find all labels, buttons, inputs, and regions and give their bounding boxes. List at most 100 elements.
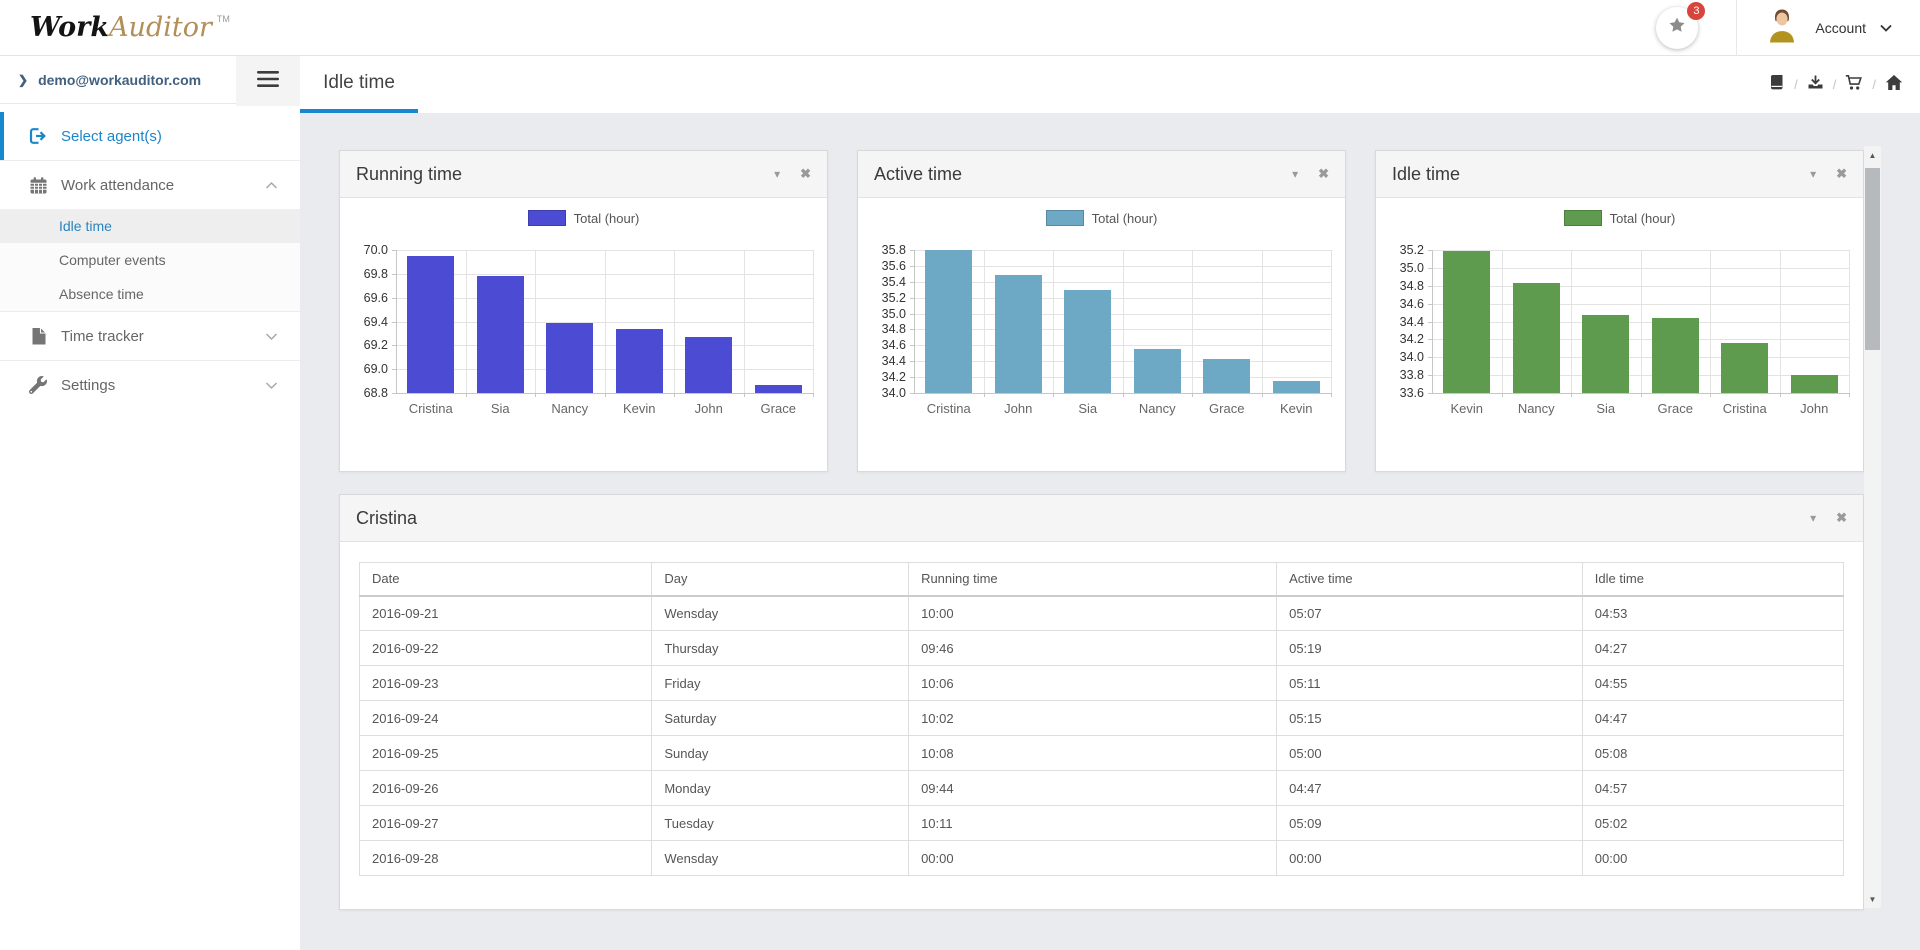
- y-axis-tick-label: 35.4: [860, 275, 906, 289]
- scrollbar-thumb[interactable]: [1865, 168, 1880, 350]
- y-axis-tick-label: 33.6: [1378, 386, 1424, 400]
- home-button[interactable]: [1885, 74, 1903, 96]
- download-button[interactable]: [1807, 74, 1824, 96]
- close-icon[interactable]: ✖: [1836, 166, 1847, 182]
- sidebar-toggle-button[interactable]: [236, 56, 300, 106]
- account-email-button[interactable]: ❯ demo@workauditor.com: [0, 56, 236, 104]
- table-row: 2016-09-21Wensday10:0005:0704:53: [360, 596, 1844, 631]
- x-axis: [1432, 393, 1850, 394]
- scroll-down-arrow[interactable]: ▼: [1864, 890, 1881, 908]
- x-category-label: Nancy: [1123, 401, 1193, 416]
- legend-label: Total (hour): [574, 211, 640, 226]
- table-cell: 10:06: [909, 666, 1277, 701]
- panel-controls: ▾ ✖: [1810, 166, 1847, 182]
- panel-header: Active time ▾ ✖: [858, 151, 1345, 198]
- bar-chart-idle-time: Total (hour)33.633.834.034.234.434.634.8…: [1376, 198, 1863, 471]
- table-cell: 05:09: [1277, 806, 1583, 841]
- y-axis-tick-label: 34.6: [1378, 297, 1424, 311]
- x-category-label: Cristina: [396, 401, 466, 416]
- notifications-button[interactable]: 3: [1656, 7, 1698, 49]
- bar-kevin: [616, 329, 663, 393]
- table-row: 2016-09-23Friday10:0605:1104:55: [360, 666, 1844, 701]
- sidebar-subitem-computer-events[interactable]: Computer events: [0, 243, 300, 277]
- column-header-date: Date: [360, 563, 652, 596]
- sidebar-item-work-attendance[interactable]: Work attendance: [0, 161, 300, 209]
- panel-controls: ▾ ✖: [1292, 166, 1329, 182]
- sidebar-item-label: Work attendance: [61, 177, 174, 194]
- table-cell: 04:27: [1582, 631, 1843, 666]
- close-icon[interactable]: ✖: [800, 166, 811, 182]
- sidebar-subitem-idle-time[interactable]: Idle time: [0, 209, 300, 243]
- tab-strip: Idle time / / /: [300, 56, 1920, 113]
- y-axis-tick-label: 35.8: [860, 243, 906, 257]
- chevron-down-icon: [265, 381, 278, 390]
- bar-sia: [1064, 290, 1111, 393]
- gridline: [674, 250, 675, 393]
- table-cell: 04:55: [1582, 666, 1843, 701]
- bar-kevin: [1443, 251, 1490, 393]
- scroll-up-arrow[interactable]: ▲: [1864, 146, 1881, 164]
- x-category-label: John: [1780, 401, 1850, 416]
- logo-part1: Work: [30, 12, 109, 43]
- gridline: [1053, 250, 1054, 393]
- y-axis-tick-label: 34.4: [1378, 315, 1424, 329]
- logo-part2: Auditor: [109, 12, 212, 43]
- y-axis: [396, 250, 397, 394]
- y-axis-tick-label: 35.2: [1378, 243, 1424, 257]
- gridline: [466, 250, 467, 393]
- x-category-label: John: [984, 401, 1054, 416]
- panel-title: Active time: [874, 164, 962, 185]
- sidebar-item-label: Time tracker: [61, 328, 144, 345]
- report-book-button[interactable]: [1768, 74, 1785, 96]
- avatar: [1763, 6, 1801, 49]
- sidebar-menu: Select agent(s) Work attendance Idle timeC…: [0, 112, 300, 409]
- close-icon[interactable]: ✖: [1836, 510, 1847, 526]
- x-category-label: Cristina: [914, 401, 984, 416]
- gridline: [1262, 250, 1263, 393]
- y-axis-tick-label: 68.8: [342, 386, 388, 400]
- table-cell: 10:02: [909, 701, 1277, 736]
- x-category-label: Sia: [1571, 401, 1641, 416]
- column-header-day: Day: [652, 563, 909, 596]
- x-category-label: Kevin: [605, 401, 675, 416]
- x-category-label: Nancy: [1502, 401, 1572, 416]
- sidebar-item-time-tracker[interactable]: Time tracker: [0, 312, 300, 360]
- y-axis-tick-label: 34.6: [860, 338, 906, 352]
- app-logo: WorkAuditorTM: [0, 14, 230, 41]
- close-icon[interactable]: ✖: [1318, 166, 1329, 182]
- topbar: WorkAuditorTM 3 Account: [0, 0, 1920, 56]
- cart-button[interactable]: [1845, 74, 1863, 96]
- gridline: [605, 250, 606, 393]
- gridline: [813, 250, 814, 393]
- chart-panel-idle-time: Idle time ▾ ✖ Total (hour)33.633.834.034…: [1375, 150, 1864, 472]
- y-axis-tick-label: 69.0: [342, 362, 388, 376]
- notification-badge: 3: [1687, 2, 1705, 20]
- table-cell: 10:11: [909, 806, 1277, 841]
- tab-idle-time[interactable]: Idle time: [300, 56, 418, 113]
- x-category-label: Kevin: [1262, 401, 1332, 416]
- collapse-icon[interactable]: ▾: [1810, 167, 1816, 181]
- sidebar-item-settings[interactable]: Settings: [0, 361, 300, 409]
- y-axis-tick-label: 34.2: [860, 370, 906, 384]
- app-body: ❯ demo@workauditor.com Select agent(s) Wo…: [0, 56, 1920, 950]
- table-row: 2016-09-22Thursday09:4605:1904:27: [360, 631, 1844, 666]
- panel-title: Cristina: [356, 508, 417, 529]
- collapse-icon[interactable]: ▾: [1810, 511, 1816, 525]
- collapse-icon[interactable]: ▾: [1292, 167, 1298, 181]
- sidebar-item-select-agents[interactable]: Select agent(s): [0, 112, 300, 160]
- separator: /: [1872, 77, 1876, 92]
- chevron-up-icon: [265, 181, 278, 190]
- account-menu[interactable]: Account: [1737, 6, 1920, 49]
- sidebar-subitem-absence-time[interactable]: Absence time: [0, 277, 300, 311]
- table-row: 2016-09-26Monday09:4404:4704:57: [360, 771, 1844, 806]
- sidebar-head: ❯ demo@workauditor.com: [0, 56, 300, 104]
- collapse-icon[interactable]: ▾: [774, 167, 780, 181]
- table-cell: 05:11: [1277, 666, 1583, 701]
- vertical-scrollbar[interactable]: ▲ ▼: [1864, 146, 1881, 908]
- chevron-right-icon: ❯: [18, 73, 28, 87]
- gridline: [984, 250, 985, 393]
- panel-header: Idle time ▾ ✖: [1376, 151, 1863, 198]
- bar-john: [995, 275, 1042, 393]
- table-cell: 2016-09-22: [360, 631, 652, 666]
- x-axis: [396, 393, 814, 394]
